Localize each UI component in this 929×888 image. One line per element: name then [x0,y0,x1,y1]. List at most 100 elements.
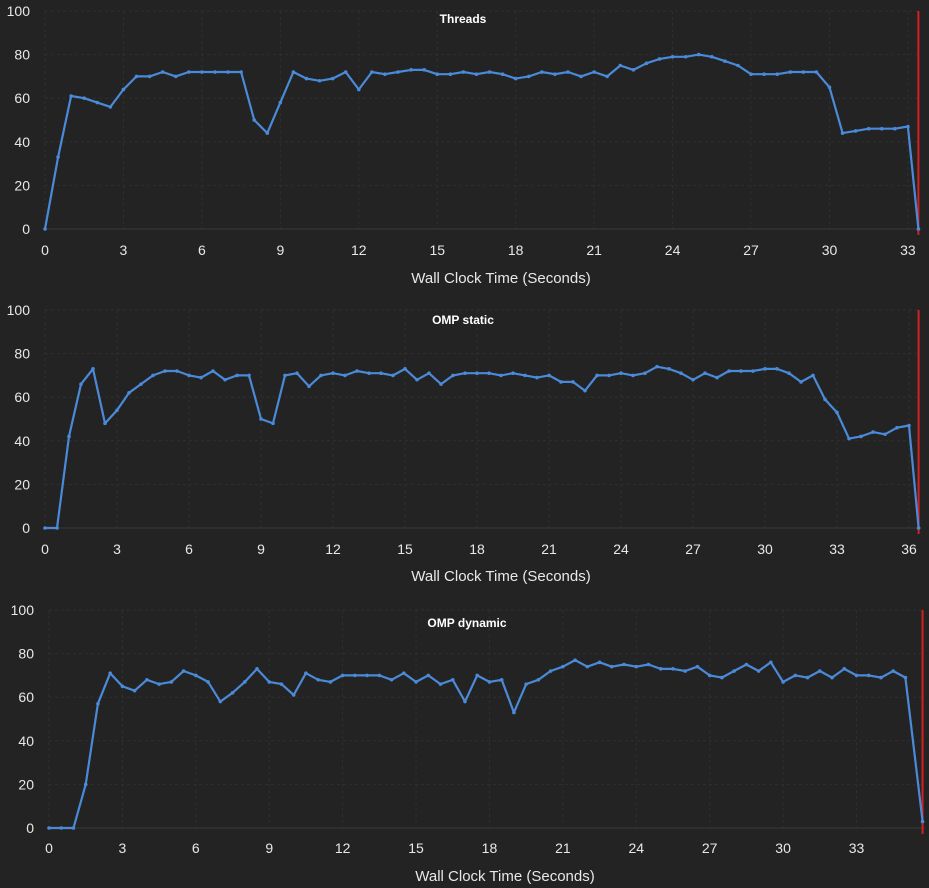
data-point[interactable] [463,699,467,704]
data-point[interactable] [561,664,565,669]
data-point[interactable] [691,377,695,382]
data-point[interactable] [379,371,383,376]
data-point[interactable] [618,63,623,68]
data-point[interactable] [47,826,51,830]
data-point[interactable] [134,74,139,79]
data-point[interactable] [854,673,859,678]
data-point[interactable] [799,380,803,384]
data-point[interactable] [891,669,895,673]
data-point[interactable] [194,673,198,678]
data-point[interactable] [187,373,191,378]
data-point[interactable] [595,373,599,378]
data-point[interactable] [370,70,374,74]
data-point[interactable] [59,826,64,830]
data-point[interactable] [389,677,394,682]
data-point[interactable] [291,693,296,697]
data-point[interactable] [535,375,539,380]
data-point[interactable] [605,74,610,79]
data-point[interactable] [597,660,602,665]
data-point[interactable] [213,70,217,74]
data-point[interactable] [175,369,179,373]
data-point[interactable] [279,682,284,686]
data-point[interactable] [169,680,174,684]
data-point[interactable] [139,382,143,386]
data-point[interactable] [426,673,431,678]
data-point[interactable] [319,373,323,378]
data-point[interactable] [749,72,753,77]
data-point[interactable] [732,669,736,673]
data-point[interactable] [739,369,743,373]
data-point[interactable] [775,367,779,371]
data-point[interactable] [592,70,596,74]
data-point[interactable] [775,72,779,77]
data-point[interactable] [805,675,810,680]
data-point[interactable] [340,673,345,678]
data-point[interactable] [435,72,440,77]
data-point[interactable] [403,367,407,371]
data-point[interactable] [817,669,822,673]
data-point[interactable] [409,68,413,72]
data-point[interactable] [670,54,675,59]
data-point[interactable] [206,680,210,684]
data-point[interactable] [415,377,419,382]
data-point[interactable] [814,70,819,74]
data-point[interactable] [96,701,100,706]
data-point[interactable] [573,658,577,662]
data-point[interactable] [500,72,505,77]
data-point[interactable] [643,371,647,376]
data-point[interactable] [474,72,479,77]
data-point[interactable] [827,85,832,90]
data-point[interactable] [448,72,453,77]
data-point[interactable] [762,72,766,77]
data-point[interactable] [317,78,322,83]
data-point[interactable] [499,677,504,682]
data-point[interactable] [823,397,827,402]
data-point[interactable] [307,384,311,389]
data-point[interactable] [145,677,149,682]
data-point[interactable] [383,72,387,77]
data-point[interactable] [396,70,400,74]
data-point[interactable] [173,74,178,79]
data-point[interactable] [365,673,369,678]
data-point[interactable] [655,364,659,369]
data-point[interactable] [343,373,347,378]
data-point[interactable] [127,391,131,395]
data-point[interactable] [304,76,309,81]
data-point[interactable] [707,673,712,678]
data-point[interactable] [811,373,815,378]
data-point[interactable] [859,434,863,439]
data-point[interactable] [223,377,227,382]
data-point[interactable] [583,388,587,393]
data-point[interactable] [367,371,371,376]
data-point[interactable] [422,68,426,72]
data-point[interactable] [744,662,749,667]
data-point[interactable] [356,87,361,92]
data-point[interactable] [879,675,883,680]
data-point[interactable] [710,54,714,59]
data-point[interactable] [866,673,871,678]
data-point[interactable] [267,680,272,684]
data-point[interactable] [475,673,480,678]
data-point[interactable] [69,94,73,98]
data-point[interactable] [513,76,518,81]
data-point[interactable] [43,227,47,231]
data-point[interactable] [566,70,570,74]
data-point[interactable] [920,819,925,824]
data-point[interactable] [840,131,845,135]
data-point[interactable] [585,664,590,669]
data-point[interactable] [657,57,662,61]
data-point[interactable] [283,373,287,378]
data-point[interactable] [871,430,875,434]
data-point[interactable] [715,375,719,380]
data-point[interactable] [523,373,527,378]
data-point[interactable] [540,70,544,74]
data-point[interactable] [451,373,455,378]
data-point[interactable] [487,680,492,684]
data-point[interactable] [427,371,431,376]
data-point[interactable] [866,126,871,131]
data-point[interactable] [756,669,761,673]
data-point[interactable] [82,96,87,100]
data-point[interactable] [727,369,731,373]
data-point[interactable] [499,373,503,378]
data-point[interactable] [157,682,161,686]
